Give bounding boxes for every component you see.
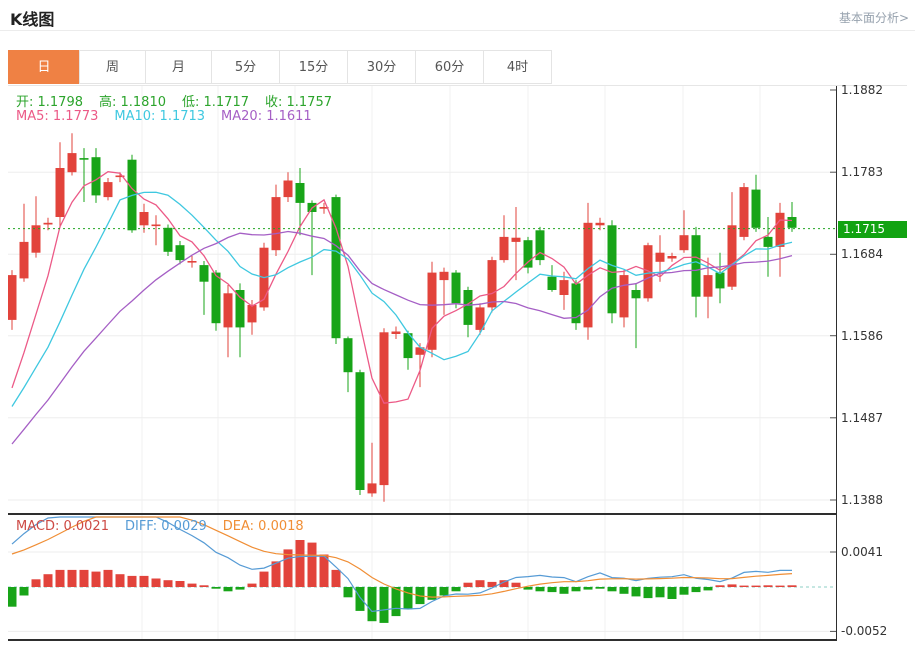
ohlc-legend: 开: 1.1798 高: 1.1810 低: 1.1717 收: 1.1757 (16, 91, 348, 110)
header-divider (0, 30, 915, 31)
candlestick-chart[interactable] (8, 86, 837, 513)
price-tick-label: 1.1783 (841, 165, 883, 180)
legend-item-DEA: DEA: 0.0018 (222, 519, 304, 534)
page-title: K线图 (10, 10, 55, 29)
interval-tab-0[interactable]: 日 (8, 50, 80, 84)
price-tick-label: 1.1487 (841, 410, 883, 425)
macd-tick-label: -0.0052 (841, 624, 888, 639)
macd-tick-label: 0.0041 (841, 544, 883, 559)
interval-tab-1[interactable]: 周 (79, 50, 146, 84)
interval-tab-6[interactable]: 60分 (415, 50, 484, 84)
macd-chart[interactable] (8, 515, 837, 639)
legend-item-开: 开: 1.1798 (16, 95, 83, 110)
fundamental-analysis-link[interactable]: 基本面分析> (838, 11, 909, 25)
interval-tab-7[interactable]: 4时 (483, 50, 552, 84)
panel-separator (8, 513, 837, 515)
candles-group (8, 133, 797, 502)
macd-hist-group (8, 540, 797, 623)
interval-tab-2[interactable]: 月 (145, 50, 212, 84)
price-tick-label: 1.1388 (841, 493, 883, 507)
macd-legend: MACD: 0.0021 DIFF: 0.0029 DEA: 0.0018 (16, 519, 320, 534)
legend-item-MACD: MACD: 0.0021 (16, 519, 109, 534)
price-tick-label: 1.1586 (841, 328, 883, 343)
legend-item-DIFF: DIFF: 0.0029 (124, 519, 207, 534)
legend-item-MA10: MA10: 1.1713 (114, 109, 206, 124)
legend-item-MA5: MA5: 1.1773 (16, 109, 99, 124)
current-price-badge: 1.1715 (838, 221, 907, 238)
legend-item-收: 收: 1.1757 (265, 95, 332, 110)
interval-tab-4[interactable]: 15分 (279, 50, 348, 84)
legend-item-MA20: MA20: 1.1611 (221, 109, 312, 124)
interval-tab-5[interactable]: 30分 (347, 50, 416, 84)
bottom-border (8, 639, 837, 641)
price-tick-label: 1.1882 (841, 83, 883, 97)
interval-tab-3[interactable]: 5分 (211, 50, 280, 84)
legend-item-高: 高: 1.1810 (99, 95, 166, 110)
price-tick-label: 1.1684 (841, 247, 883, 262)
interval-tab-bar: 日周月 5分 15分 30分 60分 4时 (8, 50, 907, 86)
ma-legend: MA5: 1.1773 MA10: 1.1713 MA20: 1.1611 (16, 109, 328, 124)
legend-item-低: 低: 1.1717 (182, 95, 249, 110)
